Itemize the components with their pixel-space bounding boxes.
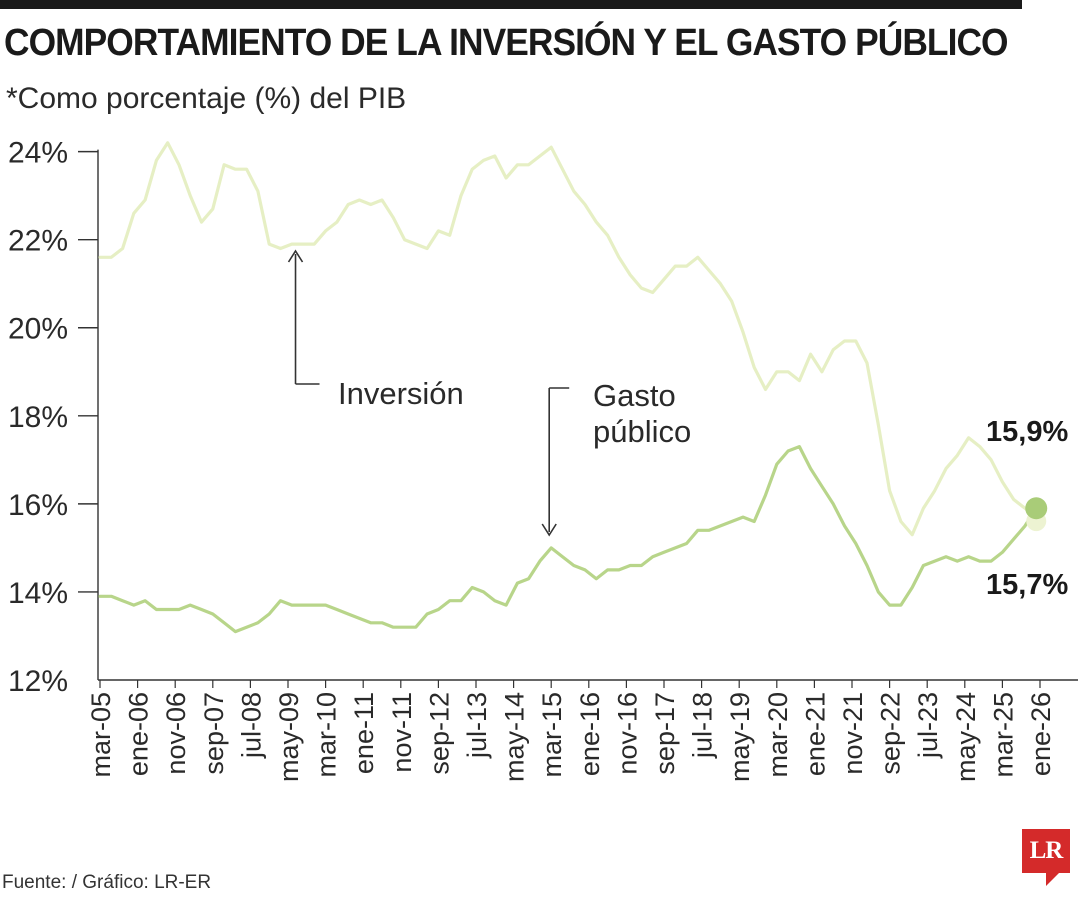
y-tick-label: 24% <box>8 137 68 170</box>
x-tick-label: may-24 <box>951 692 981 782</box>
x-tick-label: nov-06 <box>161 692 191 775</box>
x-tick-label: mar-20 <box>763 692 793 778</box>
x-axis: mar-05 ene-06 nov-06 sep-07 jul-08 may-09 mar-… <box>86 679 1078 782</box>
series-line-gasto <box>98 445 1038 634</box>
x-tick-label: mar-15 <box>537 692 567 778</box>
x-tick-label: mar-05 <box>86 692 116 778</box>
inversion-arrow-head <box>287 249 304 263</box>
x-tick-label: sep-17 <box>650 692 680 775</box>
gasto-annotation-label: Gasto público <box>593 378 691 449</box>
y-tick-label: 14% <box>8 577 68 610</box>
x-tick-label: sep-22 <box>876 692 906 775</box>
x-tick-label: ene-06 <box>124 692 154 776</box>
x-tick-label: jul-08 <box>236 692 266 759</box>
end-label-gasto: 15,9% <box>986 416 1068 448</box>
x-tick-label: may-14 <box>500 692 530 782</box>
x-tick-label: sep-12 <box>424 692 454 775</box>
inversion-annotation-label: Inversión <box>338 376 464 411</box>
x-tick-label: nov-11 <box>387 692 417 773</box>
lr-logo: LR <box>1022 829 1070 873</box>
y-tick-label: 22% <box>8 225 68 258</box>
x-tick-label: ene-21 <box>800 692 830 776</box>
x-tick-label: jul-13 <box>462 692 492 759</box>
x-tick-label: nov-21 <box>838 692 868 775</box>
lr-logo-tail <box>1046 872 1060 886</box>
x-tick-label: may-19 <box>725 692 755 782</box>
annotation-layer: Inversión Gasto público 15,9% 15,7% <box>287 249 1068 601</box>
end-marker-gasto <box>1025 497 1048 520</box>
x-tick-label: mar-10 <box>312 692 342 778</box>
top-rule <box>0 0 1022 9</box>
x-tick-label: jul-23 <box>913 692 943 759</box>
y-tick-label: 12% <box>8 665 68 698</box>
x-tick-label: ene-26 <box>1026 692 1056 776</box>
y-tick-label: 20% <box>8 313 68 346</box>
series-layer <box>98 141 1048 634</box>
series-line-inversion <box>98 141 1038 537</box>
end-label-inversion: 15,7% <box>986 569 1068 601</box>
x-tick-label: may-09 <box>274 692 304 782</box>
chart-title: COMPORTAMIENTO DE LA INVERSIÓN Y EL GAST… <box>4 22 1009 64</box>
x-tick-label: nov-16 <box>612 692 642 775</box>
x-tick-label: ene-16 <box>575 692 605 776</box>
x-tick-label: mar-25 <box>988 692 1018 778</box>
y-tick-label: 18% <box>8 401 68 434</box>
gasto-arrow-head <box>541 523 557 537</box>
x-tick-label: sep-07 <box>199 692 229 775</box>
chart-area: 12% 14% 16% 18% 20% 22% 24% mar-05 ene-06 nov-06… <box>8 137 1078 782</box>
y-tick-label: 16% <box>8 489 68 522</box>
source-note: Fuente: / Gráfico: LR-ER <box>2 872 212 893</box>
x-tick-label: ene-11 <box>349 692 379 774</box>
chart-subtitle: *Como porcentaje (%) del PIB <box>6 82 407 115</box>
y-axis: 12% 14% 16% 18% 20% 22% 24% <box>8 137 99 698</box>
x-tick-label: jul-18 <box>688 692 718 759</box>
